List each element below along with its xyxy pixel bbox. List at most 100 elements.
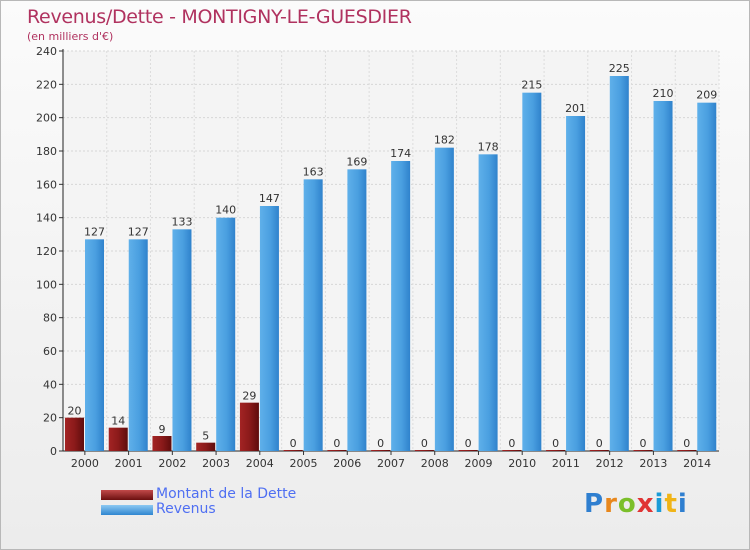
bar-dette bbox=[196, 442, 216, 451]
bar-revenus bbox=[172, 229, 192, 451]
bar-revenus bbox=[697, 102, 717, 452]
data-label-dette: 20 bbox=[68, 405, 82, 418]
data-label-revenus: 210 bbox=[653, 87, 674, 100]
x-tick-label: 2001 bbox=[115, 457, 143, 470]
bar-revenus bbox=[653, 101, 673, 451]
data-label-revenus: 225 bbox=[609, 62, 630, 75]
data-label-dette: 0 bbox=[377, 437, 384, 450]
bar-revenus bbox=[566, 116, 586, 451]
legend-label-revenus: Revenus bbox=[156, 501, 216, 517]
data-label-dette: 5 bbox=[202, 430, 209, 443]
x-tick-label: 2013 bbox=[639, 457, 667, 470]
bar-revenus bbox=[522, 92, 542, 452]
data-label-dette: 0 bbox=[333, 437, 340, 450]
legend-swatch-dette bbox=[101, 490, 153, 500]
x-tick-label: 2006 bbox=[333, 457, 361, 470]
data-label-revenus: 163 bbox=[303, 165, 324, 178]
data-label-dette: 29 bbox=[242, 390, 256, 403]
bar-dette bbox=[677, 450, 697, 451]
y-tick-label: 180 bbox=[36, 145, 57, 158]
bar-revenus bbox=[609, 76, 629, 451]
logo-letter: i bbox=[654, 489, 665, 519]
y-tick-label: 40 bbox=[43, 378, 57, 391]
bar-dette bbox=[239, 402, 259, 451]
y-tick-label: 140 bbox=[36, 212, 57, 225]
y-tick-label: 60 bbox=[43, 345, 57, 358]
logo-letter: x bbox=[636, 489, 655, 519]
x-tick-label: 2002 bbox=[158, 457, 186, 470]
data-label-revenus: 182 bbox=[434, 134, 455, 147]
x-tick-label: 2003 bbox=[202, 457, 230, 470]
bar-revenus bbox=[259, 206, 279, 451]
data-label-revenus: 127 bbox=[84, 225, 105, 238]
x-tick-label: 2010 bbox=[508, 457, 536, 470]
data-label-revenus: 169 bbox=[346, 155, 367, 168]
data-label-dette: 0 bbox=[290, 437, 297, 450]
logo-letter: i bbox=[677, 489, 688, 519]
x-tick-label: 2005 bbox=[290, 457, 318, 470]
data-label-revenus: 215 bbox=[521, 79, 542, 92]
y-tick-label: 0 bbox=[50, 445, 57, 458]
bar-revenus bbox=[216, 217, 236, 451]
y-tick-label: 220 bbox=[36, 78, 57, 91]
data-label-revenus: 174 bbox=[390, 147, 411, 160]
logo-letter: r bbox=[604, 489, 618, 519]
chart-title: Revenus/Dette - MONTIGNY-LE-GUESDIER bbox=[27, 6, 412, 28]
bar-dette bbox=[65, 417, 84, 451]
data-label-revenus: 201 bbox=[565, 102, 586, 115]
data-label-dette: 0 bbox=[683, 437, 690, 450]
bar-dette bbox=[371, 450, 391, 451]
bar-dette bbox=[633, 450, 653, 451]
y-tick-label: 100 bbox=[36, 278, 57, 291]
chart-subtitle: (en milliers d'€) bbox=[27, 30, 114, 43]
bar-dette bbox=[152, 436, 172, 451]
logo-letter: o bbox=[617, 489, 637, 519]
y-tick-label: 160 bbox=[36, 178, 57, 191]
data-label-dette: 0 bbox=[421, 437, 428, 450]
y-tick-label: 20 bbox=[43, 412, 57, 425]
y-tick-label: 80 bbox=[43, 312, 57, 325]
y-tick-label: 120 bbox=[36, 245, 57, 258]
data-label-revenus: 140 bbox=[215, 204, 236, 217]
bar-revenus bbox=[347, 169, 367, 452]
bar-revenus bbox=[303, 179, 323, 452]
x-tick-label: 2007 bbox=[377, 457, 405, 470]
data-label-dette: 0 bbox=[465, 437, 472, 450]
x-tick-label: 2014 bbox=[683, 457, 711, 470]
x-tick-label: 2004 bbox=[246, 457, 274, 470]
data-label-dette: 0 bbox=[552, 437, 559, 450]
data-label-revenus: 178 bbox=[478, 140, 499, 153]
x-tick-label: 2011 bbox=[552, 457, 580, 470]
legend-swatch-revenus bbox=[101, 505, 153, 515]
bar-revenus bbox=[391, 161, 411, 451]
bar-dette bbox=[108, 427, 128, 451]
x-tick-label: 2009 bbox=[464, 457, 492, 470]
data-label-dette: 0 bbox=[596, 437, 603, 450]
data-label-revenus: 147 bbox=[259, 192, 280, 205]
bar-revenus bbox=[478, 154, 498, 452]
bar-dette bbox=[327, 450, 347, 451]
logo-letter: t bbox=[664, 489, 678, 519]
data-label-dette: 0 bbox=[640, 437, 647, 450]
data-label-revenus: 127 bbox=[128, 225, 149, 238]
legend-label-dette: Montant de la Dette bbox=[156, 486, 297, 502]
data-label-revenus: 133 bbox=[171, 215, 192, 228]
logo-letter: P bbox=[584, 489, 605, 519]
bar-dette bbox=[414, 450, 434, 451]
bar-dette bbox=[283, 450, 303, 451]
x-tick-label: 2012 bbox=[596, 457, 624, 470]
x-tick-label: 2000 bbox=[71, 457, 99, 470]
data-label-dette: 0 bbox=[508, 437, 515, 450]
data-label-dette: 14 bbox=[111, 415, 125, 428]
bar-revenus bbox=[85, 239, 104, 451]
y-tick-label: 240 bbox=[36, 45, 57, 58]
proxiti-logo: Proxiti bbox=[584, 489, 688, 519]
x-tick-label: 2008 bbox=[421, 457, 449, 470]
data-label-dette: 9 bbox=[158, 423, 165, 436]
bar-dette bbox=[458, 450, 478, 451]
bar-revenus bbox=[434, 147, 454, 451]
bar-revenus bbox=[128, 239, 148, 451]
bar-dette bbox=[502, 450, 522, 451]
